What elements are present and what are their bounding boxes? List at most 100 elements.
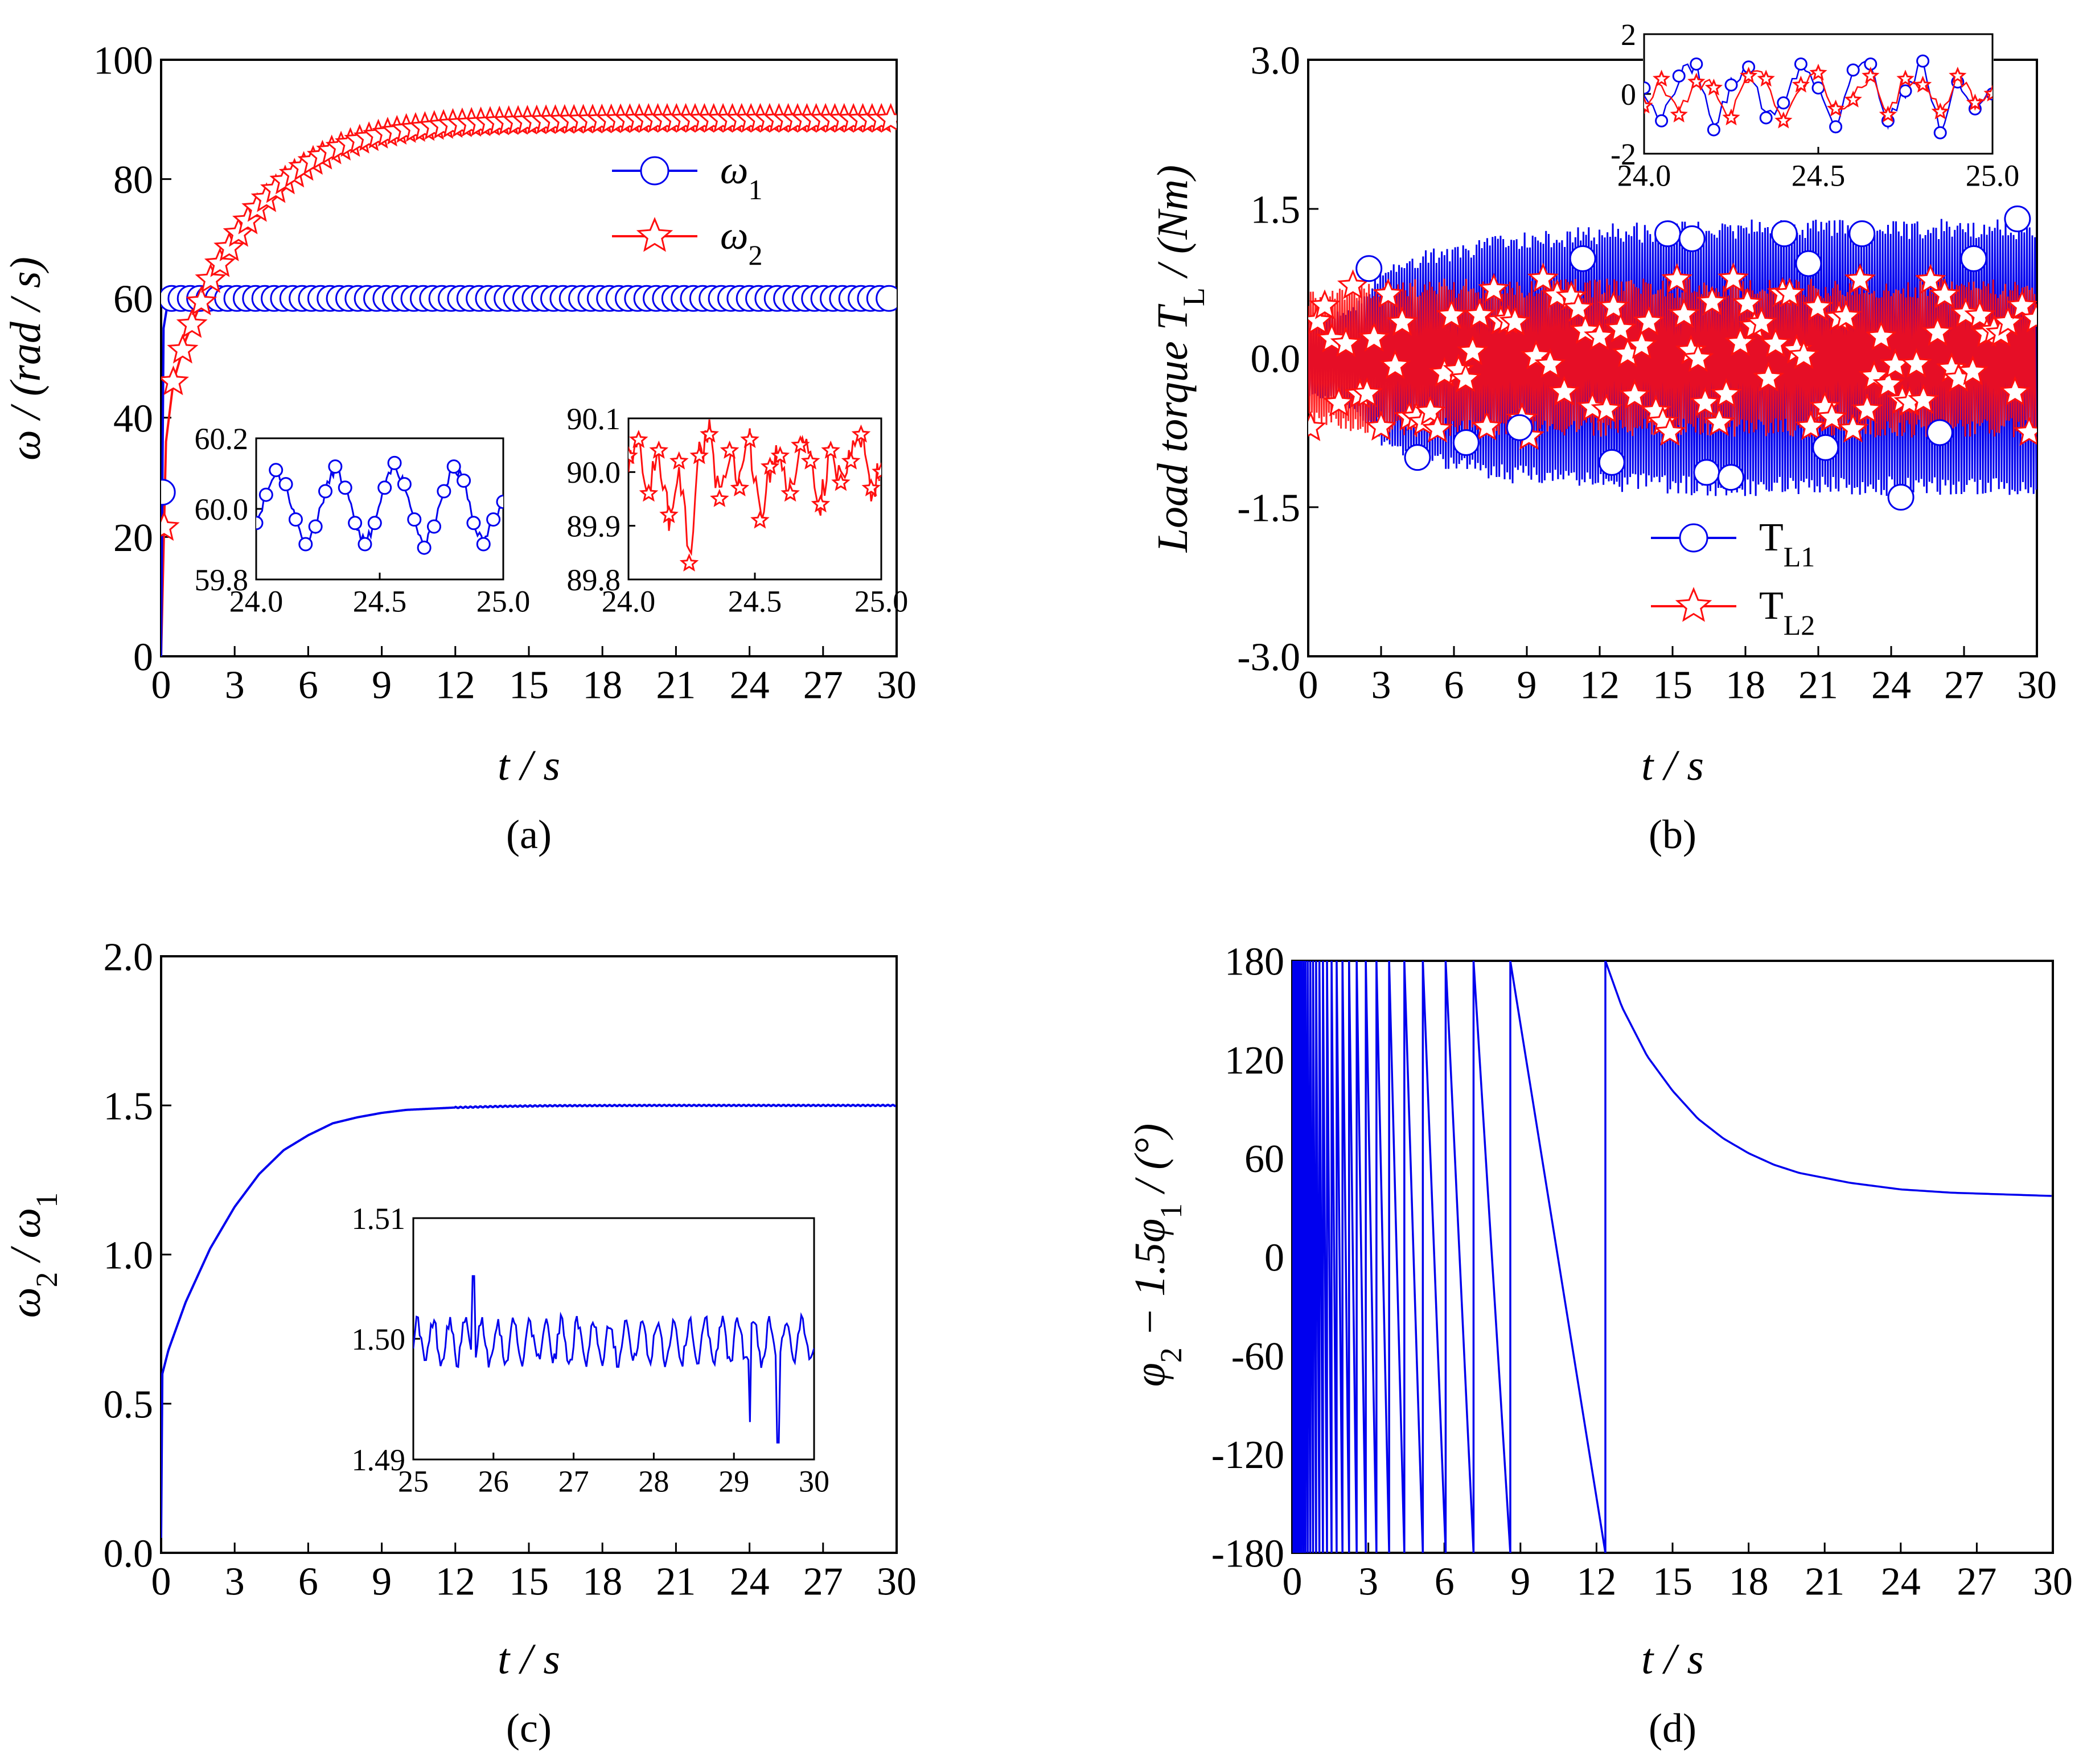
series-tl1-marker [1795, 250, 1822, 277]
a-inset-2-marker [760, 457, 780, 475]
series-tl2-marker [1696, 286, 1728, 316]
d-x-tick-label: 24 [1881, 1560, 1921, 1604]
a-inset-2-marker [780, 483, 800, 502]
series-tl2-marker [1499, 306, 1531, 336]
a-x-tick-label: 27 [803, 664, 843, 708]
legend-tl1-label: TL1 [1759, 516, 1815, 573]
b-inset-blue-marker [1690, 57, 1703, 71]
series-tl2-marker [1308, 305, 1334, 335]
clip-a-inset-1-plot-area [628, 419, 881, 571]
d-y-axis-title-part: φ [1126, 1363, 1174, 1387]
a-inset-2-marker [800, 451, 820, 470]
a-inset-2-marker [689, 446, 709, 464]
b-y-tick-label: 3.0 [1251, 39, 1301, 83]
b-x-tick-label: 15 [1653, 664, 1692, 708]
a-inset-1-marker [466, 516, 481, 531]
series-tl2-marker [1774, 277, 1806, 307]
c-x-tick-label: 9 [372, 1560, 392, 1604]
a-inset-1-marker [486, 512, 501, 527]
a-inset-1-marker [367, 516, 382, 531]
legend-tl2-label-sub: L2 [1784, 609, 1815, 641]
d-x-tick-label: 21 [1805, 1560, 1844, 1604]
series-tl2-marker [1471, 410, 1503, 441]
a-inset-2-x-tick-label: 25.0 [854, 585, 909, 619]
c-inset-x-tick-label: 29 [718, 1465, 749, 1499]
a-inset-1-marker [348, 516, 363, 531]
series-tl2-marker [1308, 411, 1326, 441]
b-inset-red-marker [1739, 67, 1758, 84]
c-y-tick-label: 1.5 [104, 1085, 154, 1129]
a-inset-2-marker [821, 440, 841, 459]
a-inset-1-marker [258, 487, 273, 502]
series-tl2-marker [1372, 278, 1404, 308]
series-tl1-marker [1717, 464, 1744, 491]
a-inset-2-marker [639, 483, 659, 502]
d-y-tick-label: 0 [1264, 1236, 1284, 1280]
series-omega2-marker [875, 102, 897, 133]
c-y-tick-label: 2.0 [104, 936, 154, 980]
legend-tl1-label-sub: L1 [1784, 541, 1815, 573]
series-tl2-marker [1457, 335, 1489, 365]
legend-tl1-marker [1679, 523, 1708, 553]
c-y-tick-label: 1.0 [104, 1234, 154, 1278]
a-inset-1-marker [417, 540, 432, 555]
d-y-axis-title-part: 2 [1154, 1347, 1188, 1363]
d-caption: (d) [1649, 1705, 1696, 1751]
d-y-tick-label: -120 [1211, 1433, 1284, 1477]
series-tl2-marker [1929, 278, 1961, 309]
c-inset-x-tick-label: 28 [638, 1465, 669, 1499]
d-y-tick-label: 180 [1225, 940, 1284, 984]
series-omega2-marker [204, 247, 236, 277]
d-y-axis-title-part: − 1.5φ [1126, 1219, 1174, 1347]
c-inset-y-tick-label: 1.49 [352, 1443, 406, 1477]
series-tl2-marker [1872, 368, 1904, 398]
series-tl2-marker [1865, 320, 1897, 351]
a-inset-1-marker [476, 537, 491, 552]
b-inset-red-marker [1879, 105, 1897, 123]
series-tl2-marker [1534, 348, 1566, 379]
series-tl2-marker [1464, 298, 1496, 329]
series-tl2-marker [1351, 377, 1383, 407]
a-inset-1-marker [387, 455, 402, 470]
b-inset-red-marker [1844, 91, 1862, 108]
b-inset-blue-marker [1655, 114, 1669, 128]
series-tl1-marker [1678, 225, 1706, 252]
b-inset-red-marker [1809, 63, 1827, 81]
a-inset-2-marker [730, 478, 750, 497]
b-inset-y-tick-label: -2 [1611, 137, 1636, 171]
c-y-axis-title-part: 1 [30, 1193, 64, 1208]
series-tl1-marker [1598, 449, 1625, 476]
b-inset-red-marker [1670, 105, 1688, 123]
series-tl2-marker [1724, 326, 1756, 356]
series-tl2-marker [1999, 376, 2031, 406]
d-x-tick-label: 30 [2033, 1560, 2073, 1604]
b-y-axis-title-part: / (Nm) [1149, 165, 1197, 287]
series-tl2-marker [1562, 292, 1594, 322]
a-x-axis-title: t / s [498, 742, 560, 790]
a-inset-2-marker [659, 505, 679, 524]
a-inset-1-background [255, 437, 504, 581]
b-inset-red-marker [1862, 67, 1880, 84]
series-omega2-marker [176, 308, 208, 338]
d-x-tick-label: 27 [1957, 1560, 1996, 1604]
series-tl2-marker [1760, 327, 1792, 357]
c-x-tick-label: 30 [877, 1560, 917, 1604]
b-inset-red-marker [1774, 111, 1793, 129]
d-y-axis-title-part: 1 [1154, 1203, 1188, 1219]
series-omega2-marker [161, 365, 190, 396]
series-tl1-marker [1506, 414, 1533, 441]
b-x-axis-title: t / s [1641, 742, 1704, 790]
b-inset-red-marker [1826, 99, 1845, 117]
a-x-tick-label: 18 [582, 664, 622, 708]
series-omega1-marker [876, 285, 897, 312]
a-inset-2-marker [750, 510, 770, 529]
c-x-tick-label: 18 [582, 1560, 622, 1604]
d-y-tick-label: 60 [1244, 1137, 1284, 1181]
clip-c-plot-area [161, 1103, 896, 1538]
d-y-axis-title: φ2 − 1.5φ1 / (°) [1126, 1124, 1188, 1387]
a-inset-1-marker [278, 477, 293, 492]
legend-omega1-marker [640, 156, 669, 186]
d-x-tick-label: 3 [1358, 1560, 1378, 1604]
series-tl2-marker [1478, 273, 1510, 303]
